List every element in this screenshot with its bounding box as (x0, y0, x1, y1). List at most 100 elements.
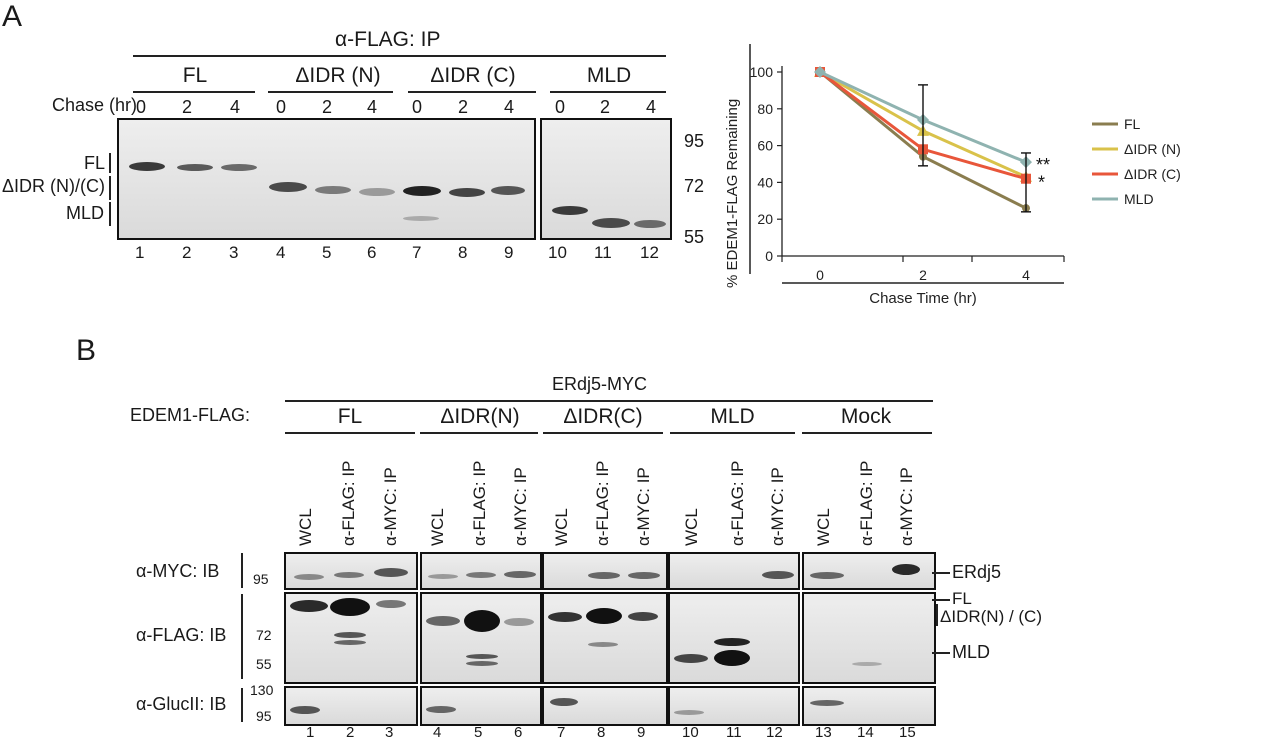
blot-glucii-mock (802, 686, 936, 726)
erdj5-title: ERdj5-MYC (552, 374, 648, 394)
blot-glucii-mld (668, 686, 800, 726)
blot-bracket (241, 594, 243, 679)
group-label-a-idrn: ΔIDR (N) (295, 64, 381, 87)
blot-flag-idrn (420, 592, 542, 684)
blot-flag-mock (802, 592, 936, 684)
lane-number: 3 (385, 724, 394, 741)
label-erdj5: ERdj5 (952, 562, 1002, 582)
x-tick-label: 2 (919, 267, 927, 283)
erdj5-underline (285, 400, 933, 402)
chase-time: 2 (600, 97, 611, 117)
lane-number: 7 (557, 724, 566, 741)
lane-number: 5 (322, 243, 332, 262)
label-mld-b: MLD (952, 642, 991, 662)
lane-number: 12 (640, 243, 659, 262)
lane-number: 9 (504, 243, 514, 262)
chase-time: 4 (646, 97, 657, 117)
lane-number: 8 (458, 243, 468, 262)
lane-number: 6 (514, 724, 523, 741)
mld-pointer (932, 652, 950, 654)
panel-letter-b: B (76, 334, 97, 367)
lane-number: 4 (433, 724, 442, 741)
chase-time: 4 (230, 97, 241, 117)
group-underline (133, 91, 255, 93)
blot-bracket (241, 688, 243, 722)
lane-number: 1 (306, 724, 315, 741)
group-label-a-mld: MLD (586, 64, 632, 87)
y-tick-label: 0 (765, 248, 773, 264)
edem1-row-title: EDEM1-FLAG: (130, 405, 251, 425)
lane-number: 3 (229, 243, 239, 262)
lane-number: 11 (594, 243, 612, 262)
blot-label-myc: α-MYC: IB (136, 561, 220, 581)
ip-title-underline (133, 55, 666, 57)
blot-myc-mock (802, 552, 936, 590)
group-label-b-mld: MLD (710, 405, 755, 428)
group-underline (802, 432, 932, 434)
mw-marker: 130 (250, 682, 274, 698)
blot-myc-mld (668, 552, 800, 590)
blot-myc-idrn (420, 552, 542, 590)
group-underline (670, 432, 795, 434)
label-idr-b: ΔIDR(N) / (C) (940, 607, 1042, 626)
lane-header: α-FLAG: IP (593, 460, 612, 546)
lane-number: 4 (276, 243, 286, 262)
chase-time: 4 (367, 97, 378, 117)
group-label-b-idrn: ΔIDR(N) (440, 405, 520, 428)
blot-bracket (241, 553, 243, 588)
mw-marker: 55 (684, 227, 705, 247)
data-point (814, 66, 826, 78)
chase-time: 0 (412, 97, 423, 117)
lane-header: α-FLAG: IP (728, 460, 747, 546)
lane-header: WCL (552, 508, 571, 546)
lane-header: WCL (814, 508, 833, 546)
blot-flag-idrc (542, 592, 668, 684)
chart-xlabel: Chase Time (hr) (869, 290, 977, 307)
mw-marker: 55 (256, 656, 272, 672)
idr-bracket (936, 604, 938, 626)
group-label-b-idrc: ΔIDR(C) (563, 405, 643, 428)
lane-header: WCL (296, 508, 315, 546)
lane-header: α-MYC: IP (634, 467, 653, 546)
group-underline (550, 91, 666, 93)
lane-header: α-MYC: IP (511, 467, 530, 546)
lane-number: 1 (135, 243, 145, 262)
x-tick-label: 4 (1022, 267, 1030, 283)
ip-title: α-FLAG: IP (335, 28, 441, 51)
lane-number: 2 (182, 243, 192, 262)
band-label-fl: FL (84, 153, 106, 173)
blot-flag-mld (668, 592, 800, 684)
x-tick-label: 0 (816, 267, 824, 283)
mw-marker: 72 (256, 627, 272, 643)
chase-time: 2 (458, 97, 469, 117)
chase-label: Chase (hr) (52, 95, 138, 115)
band-bracket (109, 153, 111, 173)
blot-myc-fl (284, 552, 418, 590)
lane-header: α-MYC: IP (381, 467, 400, 546)
significance-marker: * (1038, 173, 1045, 193)
lane-header: α-FLAG: IP (339, 460, 358, 546)
legend-label: ΔIDR (C) (1124, 166, 1181, 182)
lane-header: WCL (682, 508, 701, 546)
band-label-idr: ΔIDR (N)/(C) (2, 176, 105, 196)
chase-time: 2 (322, 97, 333, 117)
fl-pointer (932, 599, 950, 601)
lane-number: 6 (367, 243, 377, 262)
lane-number: 2 (346, 724, 355, 741)
group-underline (543, 432, 663, 434)
chase-time: 0 (555, 97, 566, 117)
y-tick-label: 40 (757, 174, 773, 190)
group-label-b-mock: Mock (840, 405, 892, 428)
group-underline (285, 432, 415, 434)
y-tick-label: 20 (757, 211, 773, 227)
chase-time: 0 (136, 97, 147, 117)
lane-number: 5 (474, 724, 483, 741)
group-underline (420, 432, 538, 434)
group-underline (408, 91, 536, 93)
blot-glucii-idrn (420, 686, 542, 726)
blot-glucii-fl (284, 686, 418, 726)
blot-label-flag: α-FLAG: IB (136, 625, 227, 645)
y-tick-label: 100 (750, 64, 774, 80)
lane-number: 13 (815, 724, 832, 741)
mw-marker: 95 (256, 708, 272, 724)
